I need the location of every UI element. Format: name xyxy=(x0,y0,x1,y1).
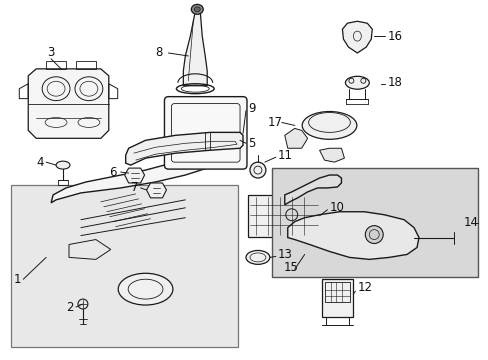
Text: 6: 6 xyxy=(108,166,116,179)
Text: 14: 14 xyxy=(463,216,478,229)
FancyBboxPatch shape xyxy=(164,96,246,169)
Text: 1: 1 xyxy=(13,273,21,286)
Text: 9: 9 xyxy=(247,102,255,115)
Polygon shape xyxy=(125,132,243,165)
Text: 15: 15 xyxy=(283,261,298,274)
Ellipse shape xyxy=(249,162,265,178)
Text: 18: 18 xyxy=(386,76,401,89)
Ellipse shape xyxy=(245,251,269,264)
Text: 8: 8 xyxy=(155,46,163,59)
Polygon shape xyxy=(284,175,341,205)
Ellipse shape xyxy=(118,273,173,305)
Text: 4: 4 xyxy=(36,156,43,168)
Ellipse shape xyxy=(365,226,383,243)
Bar xyxy=(247,195,319,237)
Polygon shape xyxy=(342,21,371,53)
Bar xyxy=(11,185,238,347)
Ellipse shape xyxy=(56,161,70,169)
Text: 7: 7 xyxy=(130,181,138,194)
Text: 13: 13 xyxy=(277,248,292,261)
Bar xyxy=(324,282,350,302)
Text: 16: 16 xyxy=(386,30,401,42)
Ellipse shape xyxy=(302,112,356,139)
Text: 17: 17 xyxy=(267,116,282,129)
Text: 11: 11 xyxy=(277,149,292,162)
Polygon shape xyxy=(183,11,207,86)
Text: 10: 10 xyxy=(329,201,344,214)
Polygon shape xyxy=(319,148,344,162)
Ellipse shape xyxy=(345,76,368,89)
Text: 12: 12 xyxy=(357,281,371,294)
Polygon shape xyxy=(124,168,144,183)
Bar xyxy=(271,168,477,277)
Ellipse shape xyxy=(191,4,203,14)
Polygon shape xyxy=(28,69,108,138)
Polygon shape xyxy=(287,212,418,260)
Bar xyxy=(321,279,353,317)
Polygon shape xyxy=(146,183,166,198)
Ellipse shape xyxy=(194,7,200,12)
Text: 5: 5 xyxy=(247,137,255,150)
Polygon shape xyxy=(284,129,307,148)
Text: 3: 3 xyxy=(47,46,55,59)
Polygon shape xyxy=(51,148,227,203)
Text: 2: 2 xyxy=(66,301,73,314)
